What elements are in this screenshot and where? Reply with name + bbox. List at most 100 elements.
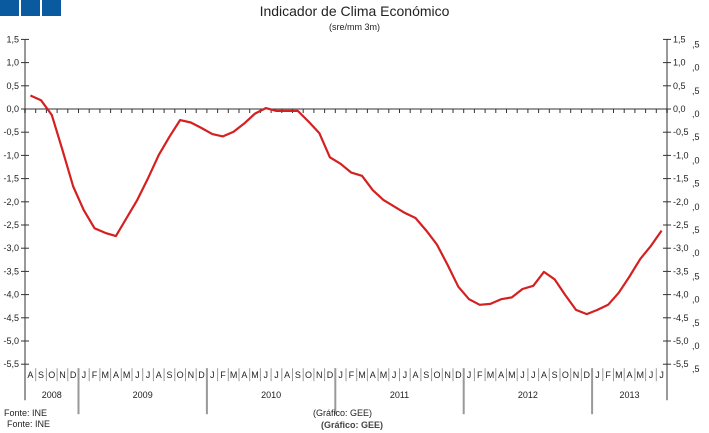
month-label: J xyxy=(82,370,87,380)
month-label: O xyxy=(48,370,55,380)
month-label: J xyxy=(392,370,397,380)
y-tick-label-right: -2,5 xyxy=(673,220,689,230)
month-label: M xyxy=(358,370,366,380)
y-tick-label-ghost: ,5 xyxy=(692,179,700,189)
month-label: J xyxy=(264,370,269,380)
month-label: A xyxy=(156,370,162,380)
y-tick-label-left: -3,0 xyxy=(3,243,19,253)
month-label: S xyxy=(295,370,301,380)
month-label: J xyxy=(146,370,151,380)
credit-label: (Gráfico: GEE) xyxy=(313,408,373,418)
month-label: M xyxy=(123,370,131,380)
month-label: J xyxy=(595,370,600,380)
chart-title: Indicador de Clima Económico xyxy=(259,3,450,19)
month-label: N xyxy=(573,370,580,380)
month-label: M xyxy=(508,370,516,380)
y-tick-label-ghost: ,0 xyxy=(692,155,700,165)
y-tick-label-right: -3,0 xyxy=(673,243,689,253)
logo-block xyxy=(0,0,19,16)
month-label: M xyxy=(230,370,238,380)
y-tick-label-ghost: ,0 xyxy=(692,341,700,351)
month-label: F xyxy=(92,370,98,380)
y-tick-label-ghost: ,5 xyxy=(692,225,700,235)
series-line xyxy=(29,94,663,316)
month-label: A xyxy=(370,370,376,380)
month-label: S xyxy=(38,370,44,380)
credit-label-shadow: (Gráfico: GEE) xyxy=(321,420,384,430)
y-tick-label-right: -1,5 xyxy=(673,174,689,184)
month-label: O xyxy=(433,370,440,380)
y-tick-label-right: -4,0 xyxy=(673,290,689,300)
month-label: A xyxy=(627,370,633,380)
y-tick-label-right: -0,5 xyxy=(673,127,689,137)
month-label: F xyxy=(349,370,355,380)
y-tick-label-ghost: ,5 xyxy=(692,132,700,142)
month-label: N xyxy=(316,370,323,380)
source-label-shadow: Fonte: INE xyxy=(7,419,51,429)
month-label: M xyxy=(615,370,623,380)
month-label: S xyxy=(552,370,558,380)
month-label: M xyxy=(102,370,110,380)
month-label: A xyxy=(27,370,33,380)
month-label: M xyxy=(487,370,495,380)
month-label: N xyxy=(444,370,451,380)
y-tick-label-ghost: ,5 xyxy=(692,318,700,328)
y-tick-label-left: 0,5 xyxy=(6,81,19,91)
y-tick-label-left: -3,5 xyxy=(3,266,19,276)
month-label: O xyxy=(562,370,569,380)
y-tick-label-ghost: ,0 xyxy=(692,202,700,212)
month-label: O xyxy=(305,370,312,380)
month-label: D xyxy=(584,370,591,380)
month-label: A xyxy=(284,370,290,380)
month-label: J xyxy=(403,370,408,380)
y-tick-label-ghost: ,5 xyxy=(692,86,700,96)
logo xyxy=(0,0,61,16)
month-label: M xyxy=(251,370,259,380)
y-tick-label-left: 1,5 xyxy=(6,34,19,44)
source-label: Fonte: INE xyxy=(4,408,48,418)
month-label: D xyxy=(70,370,77,380)
year-label: 2008 xyxy=(42,390,62,400)
y-tick-label-right: 1,5 xyxy=(673,34,686,44)
month-label: O xyxy=(177,370,184,380)
month-label: J xyxy=(210,370,215,380)
y-tick-label-left: -0,5 xyxy=(3,127,19,137)
month-label: J xyxy=(135,370,140,380)
year-label: 2012 xyxy=(518,390,538,400)
y-tick-label-right: -1,0 xyxy=(673,150,689,160)
month-label: J xyxy=(531,370,536,380)
logo-block xyxy=(21,0,40,16)
y-tick-label-ghost: ,5 xyxy=(692,271,700,281)
y-tick-label-left: -5,5 xyxy=(3,359,19,369)
y-tick-label-right: -2,0 xyxy=(673,197,689,207)
y-tick-label-ghost: ,0 xyxy=(692,248,700,258)
y-tick-label-right: -3,5 xyxy=(673,266,689,276)
month-label: J xyxy=(659,370,664,380)
month-label: S xyxy=(423,370,429,380)
month-label: D xyxy=(455,370,462,380)
y-tick-label-right: 0,5 xyxy=(673,81,686,91)
month-label: A xyxy=(498,370,504,380)
y-tick-label-left: 0,0 xyxy=(6,104,19,114)
month-label: F xyxy=(477,370,483,380)
chart-subtitle: (sre/mm 3m) xyxy=(329,22,380,32)
month-label: S xyxy=(166,370,172,380)
month-label: A xyxy=(241,370,247,380)
y-tick-label-ghost: ,5 xyxy=(692,364,700,374)
y-tick-label-left: -4,0 xyxy=(3,290,19,300)
y-tick-label-ghost: ,5 xyxy=(692,39,700,49)
y-tick-label-right: -5,0 xyxy=(673,336,689,346)
month-label: J xyxy=(338,370,343,380)
month-label: J xyxy=(649,370,654,380)
y-tick-label-right: -5,5 xyxy=(673,359,689,369)
month-label: M xyxy=(380,370,388,380)
y-tick-label-right: 0,0 xyxy=(673,104,686,114)
month-label: M xyxy=(637,370,645,380)
month-label: J xyxy=(467,370,472,380)
y-tick-label-left: 1,0 xyxy=(6,58,19,68)
y-tick-label-left: -4,5 xyxy=(3,313,19,323)
month-label: N xyxy=(59,370,66,380)
month-label: F xyxy=(605,370,611,380)
y-tick-label-ghost: ,0 xyxy=(692,295,700,305)
